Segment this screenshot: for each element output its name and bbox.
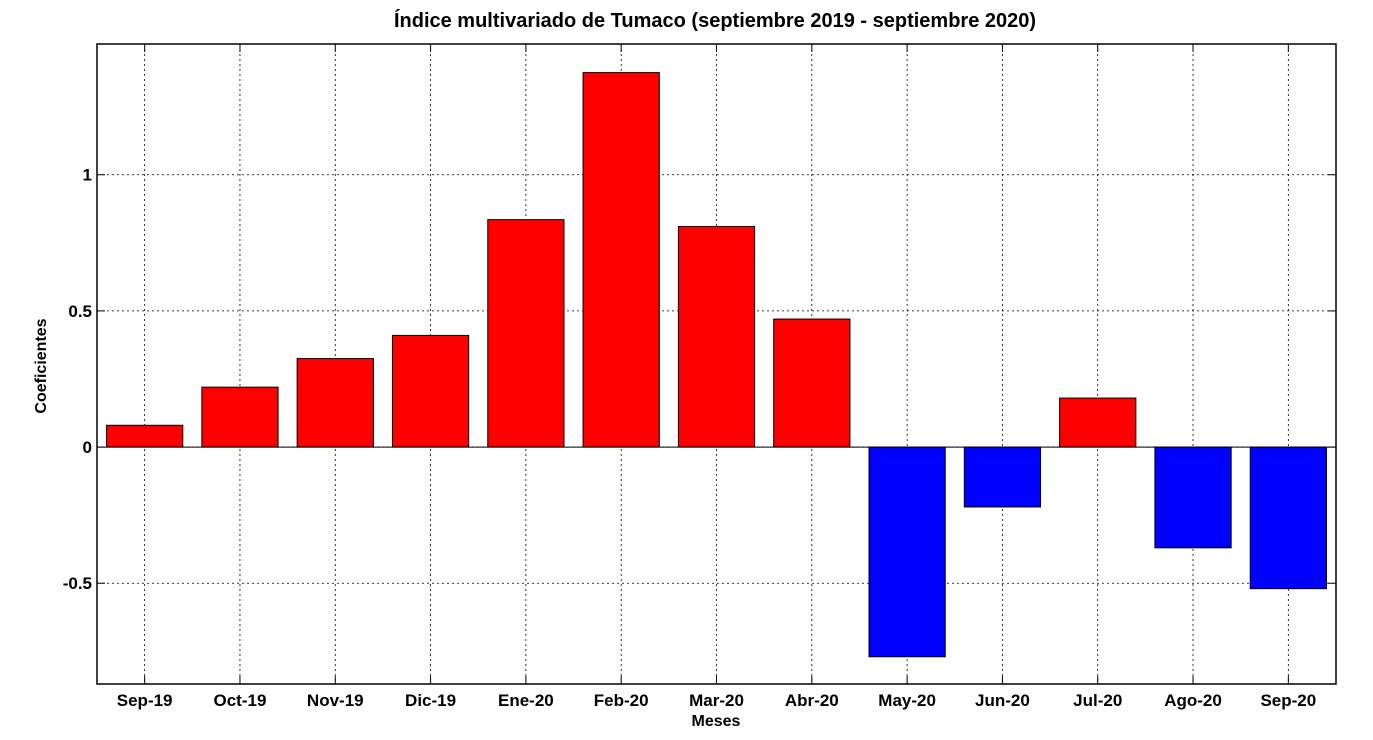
bar-mar-20	[677, 225, 756, 448]
x-tick-label: Ene-20	[498, 691, 554, 710]
x-tick-label: Dic-19	[405, 691, 456, 710]
bar-oct-19	[201, 386, 279, 448]
bar-sep-19	[106, 424, 184, 448]
bar-jun-20	[963, 446, 1042, 508]
x-axis-label: Meses	[692, 713, 741, 730]
axis-ticks: -0.5 0 0.5 1 Sep-19 Oct-19 Nov-19 Dic-19 Ene-20 F…	[63, 44, 1336, 710]
bar-jul-20	[1059, 397, 1137, 448]
x-tick-label: Sep-19	[117, 691, 173, 710]
x-tick-label: Ago-20	[1164, 691, 1222, 710]
y-tick-label: -0.5	[63, 574, 92, 593]
bar-sep-20	[1249, 446, 1327, 590]
bar-feb-20	[582, 72, 660, 448]
bar-abr-20	[773, 318, 851, 448]
x-tick-label: Nov-19	[307, 691, 364, 710]
bar-ago-20	[1154, 446, 1232, 549]
y-axis-label: Coeficientes	[33, 318, 50, 413]
x-tick-label: May-20	[878, 691, 936, 710]
x-tick-label: Jul-20	[1073, 691, 1122, 710]
x-tick-label: Oct-19	[214, 691, 267, 710]
x-tick-label: Abr-20	[785, 691, 839, 710]
x-tick-label: Feb-20	[594, 691, 649, 710]
y-tick-label: 1	[83, 166, 92, 185]
x-tick-label: Sep-20	[1260, 691, 1316, 710]
bars	[106, 72, 1327, 658]
bar-may-20	[868, 446, 946, 658]
x-tick-label: Mar-20	[689, 691, 744, 710]
bar-nov-19	[296, 358, 374, 448]
y-tick-label: 0	[83, 438, 92, 457]
bar-ene-20	[487, 219, 565, 448]
chart-title: Índice multivariado de Tumaco (septiembr…	[394, 9, 1036, 32]
bar-dic-19	[391, 334, 470, 448]
y-tick-label: 0.5	[68, 302, 92, 321]
x-tick-label: Jun-20	[975, 691, 1030, 710]
